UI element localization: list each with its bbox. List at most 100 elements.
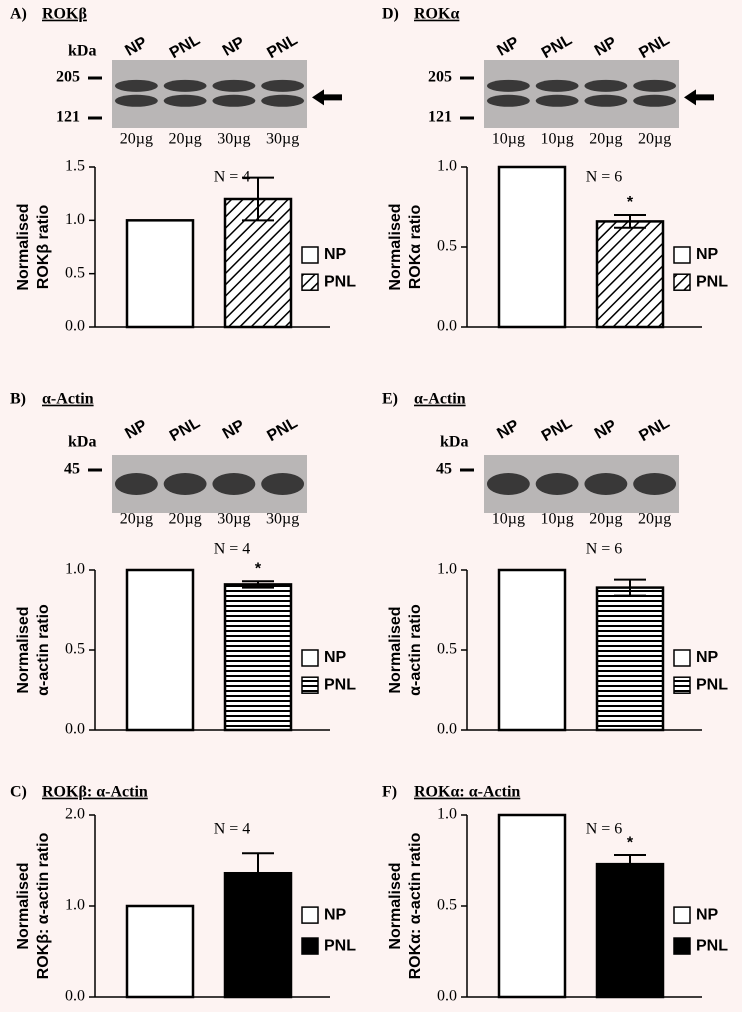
load-label: 20µg xyxy=(589,131,622,148)
y-tick-label: 0.0 xyxy=(437,988,457,1005)
error-bar xyxy=(242,580,274,589)
legend-swatch xyxy=(301,246,319,264)
bar xyxy=(595,220,665,329)
load-label: 10µg xyxy=(492,131,525,148)
blot-image xyxy=(112,60,307,128)
blot-band xyxy=(486,94,530,107)
annotation: N = 6 xyxy=(586,541,623,558)
legend-label: PNL xyxy=(324,676,356,693)
blot-band xyxy=(535,473,579,495)
annotation: N = 6 xyxy=(586,821,623,838)
y-axis-label: ROKβ ratio xyxy=(35,205,52,290)
blot-band xyxy=(212,94,256,107)
load-label: 20µg xyxy=(169,131,202,148)
blot-band xyxy=(633,79,677,92)
marker-label: 45 xyxy=(64,461,80,478)
panel-label: A) xyxy=(10,6,27,23)
bar xyxy=(125,904,195,999)
blot-band xyxy=(584,473,628,495)
legend-swatch xyxy=(673,649,691,667)
panel-title: ROKβ: α-Actin xyxy=(42,784,148,801)
legend-label: NP xyxy=(324,906,347,923)
lane-label: PNL xyxy=(264,31,300,62)
y-axis-label: Normalised xyxy=(15,862,32,949)
blot-band xyxy=(261,94,305,107)
legend-swatch xyxy=(673,273,691,291)
blot-band xyxy=(212,473,256,495)
y-axis-label: ROKα ratio xyxy=(407,205,424,290)
load-label: 20µg xyxy=(589,511,622,528)
kda-label: kDa xyxy=(68,434,96,451)
error-bar xyxy=(614,214,646,229)
bar xyxy=(125,568,195,732)
legend-label: NP xyxy=(696,906,719,923)
blot-band xyxy=(584,94,628,107)
panel-title: ROKα: α-Actin xyxy=(414,784,520,801)
blot-band xyxy=(163,94,207,107)
y-axis-label: ROKα: α-actin ratio xyxy=(407,832,424,979)
bar xyxy=(223,583,293,732)
blot-band xyxy=(535,94,579,107)
y-axis-label: α-actin ratio xyxy=(407,604,424,696)
significance: * xyxy=(255,560,262,577)
panel-title: ROKβ xyxy=(42,6,87,23)
lane-label: NP xyxy=(122,417,150,443)
legend-label: NP xyxy=(324,649,347,666)
load-label: 20µg xyxy=(638,131,671,148)
blot-image xyxy=(484,60,679,128)
legend-swatch xyxy=(301,649,319,667)
load-label: 30µg xyxy=(266,511,299,528)
y-axis-label: ROKβ: α-actin ratio xyxy=(35,832,52,979)
lane-label: NP xyxy=(220,417,248,443)
error-bar xyxy=(242,852,274,895)
marker-label: 205 xyxy=(428,69,452,86)
y-axis-label: Normalised xyxy=(15,203,32,290)
lane-label: PNL xyxy=(539,31,575,62)
y-tick-label: 1.0 xyxy=(65,897,85,914)
load-label: 10µg xyxy=(541,511,574,528)
lane-label: PNL xyxy=(636,414,672,445)
annotation: N = 4 xyxy=(214,541,251,558)
marker-label: 121 xyxy=(56,109,80,126)
load-label: 30µg xyxy=(217,511,250,528)
lane-label: PNL xyxy=(167,414,203,445)
bar xyxy=(595,586,665,732)
panel-title: α-Actin xyxy=(42,391,94,408)
y-tick-label: 0.0 xyxy=(65,318,85,335)
blot-band xyxy=(114,473,158,495)
panel-label: E) xyxy=(382,391,398,408)
y-tick-label: 0.5 xyxy=(437,238,457,255)
lane-label: PNL xyxy=(636,31,672,62)
y-tick-label: 1.5 xyxy=(65,158,85,175)
y-axis-label: Normalised xyxy=(15,606,32,693)
y-tick-label: 1.0 xyxy=(437,158,457,175)
error-bar xyxy=(614,578,646,597)
panel-title: α-Actin xyxy=(414,391,466,408)
y-axis-label: Normalised xyxy=(387,203,404,290)
annotation: N = 4 xyxy=(214,821,251,838)
legend-label: PNL xyxy=(324,937,356,954)
y-tick-label: 0.0 xyxy=(65,988,85,1005)
legend-swatch xyxy=(301,273,319,291)
bar xyxy=(125,219,195,329)
lane-label: PNL xyxy=(539,414,575,445)
lane-label: NP xyxy=(494,34,522,60)
legend-swatch xyxy=(301,676,319,694)
y-axis-label: Normalised xyxy=(387,862,404,949)
panel-label: F) xyxy=(382,784,397,801)
lane-label: NP xyxy=(592,417,620,443)
y-axis-label: Normalised xyxy=(387,606,404,693)
y-tick-label: 0.5 xyxy=(65,264,85,281)
panel-label: D) xyxy=(382,6,399,23)
legend-swatch xyxy=(301,937,319,955)
legend-swatch xyxy=(673,246,691,264)
blot-band xyxy=(163,79,207,92)
legend-label: PNL xyxy=(696,937,728,954)
marker-label: 121 xyxy=(428,109,452,126)
marker-label: 205 xyxy=(56,69,80,86)
panel-title: ROKα xyxy=(414,6,459,23)
load-label: 20µg xyxy=(169,511,202,528)
marker-label: 45 xyxy=(436,461,452,478)
error-bar xyxy=(242,176,274,222)
